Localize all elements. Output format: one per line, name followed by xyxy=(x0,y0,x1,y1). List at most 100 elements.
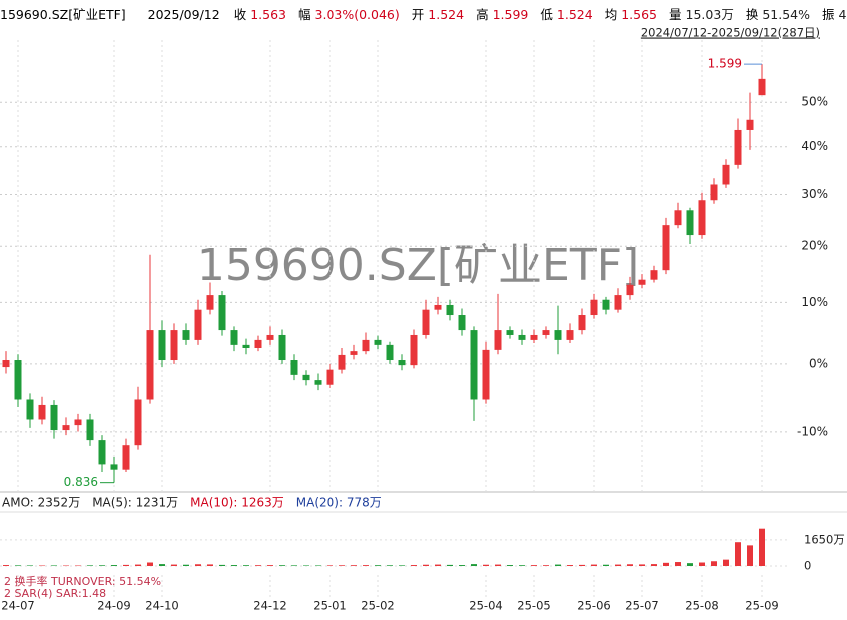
volume-bar xyxy=(591,564,597,566)
volume-bar xyxy=(531,565,537,566)
x-tick-label: 25-01 xyxy=(313,599,346,613)
quote-item: 低 1.524 xyxy=(540,7,596,22)
volume-bar xyxy=(75,565,81,567)
volume-bar xyxy=(423,564,429,566)
volume-bar xyxy=(135,564,141,566)
candle-body xyxy=(206,295,214,310)
candle-body xyxy=(98,440,106,465)
volume-bar xyxy=(735,542,741,566)
volume-bar xyxy=(627,564,633,566)
candle-body xyxy=(182,330,190,340)
quote-value: 4.94% xyxy=(838,7,847,22)
candle-body xyxy=(602,299,610,310)
volume-bar xyxy=(399,565,405,566)
candle-body xyxy=(494,330,502,350)
legend-entry: MA(20): 778万 xyxy=(296,496,382,510)
quote-item: 开 1.524 xyxy=(412,7,468,22)
volume-bar xyxy=(759,528,765,566)
legend-entry: AMO: 2352万 xyxy=(2,496,80,510)
volume-bar xyxy=(375,565,381,566)
y-tick-label: 0% xyxy=(809,356,828,370)
volume-bar xyxy=(111,565,117,566)
volume-bar xyxy=(87,565,93,566)
quote-value: 1.524 xyxy=(428,7,465,22)
volume-bar xyxy=(315,565,321,566)
quote-value: 15.03万 xyxy=(685,7,734,22)
volume-bar xyxy=(387,565,393,566)
quote-label: 高 xyxy=(476,7,489,22)
volume-bar xyxy=(291,565,297,566)
date: 2025/09/12 xyxy=(147,7,220,22)
candle-body xyxy=(122,445,130,470)
quote-item: 振4.94% xyxy=(822,7,847,22)
candle-body xyxy=(26,399,34,420)
candle-body xyxy=(482,349,490,400)
volume-bar xyxy=(663,562,669,566)
candle-body xyxy=(350,351,358,355)
volume-bar xyxy=(15,565,21,566)
volume-bar xyxy=(519,565,525,566)
volume-bar xyxy=(51,565,57,566)
candle-body xyxy=(518,334,526,340)
volume-bar xyxy=(3,565,9,566)
candle-body xyxy=(338,354,346,370)
volume-bar xyxy=(495,564,501,566)
candle-body xyxy=(290,360,298,375)
volume-bar xyxy=(351,565,357,566)
volume-bar xyxy=(699,562,705,566)
quote-item: 量 15.03万 xyxy=(669,7,738,22)
date-range: 2024/07/12-2025/09/12(287日) xyxy=(641,26,820,40)
quote-value: 1.565 xyxy=(621,7,658,22)
quote-label: 幅 xyxy=(298,7,311,22)
candle-body xyxy=(458,315,466,331)
x-tick-label: 25-09 xyxy=(745,599,778,613)
y-tick-label: 40% xyxy=(801,139,828,153)
candle-body xyxy=(14,360,22,400)
volume-bar xyxy=(723,559,729,566)
candle-body xyxy=(638,279,646,285)
candle-body xyxy=(434,304,442,310)
x-tick-label: 24-09 xyxy=(97,599,130,613)
volume-bar xyxy=(435,564,441,566)
candle-body xyxy=(194,309,202,340)
max-label: 1.599 xyxy=(708,57,742,71)
x-tick-label: 25-07 xyxy=(625,599,658,613)
candle-body xyxy=(230,330,238,345)
candle-body xyxy=(578,315,586,331)
candle-body xyxy=(134,399,142,446)
volume-bar xyxy=(279,565,285,566)
candle-body xyxy=(446,304,454,316)
y-tick-label: -10% xyxy=(797,424,828,438)
y-tick-label: 30% xyxy=(801,187,828,201)
min-label: 0.836 xyxy=(64,475,98,489)
legend-entry: MA(5): 1231万 xyxy=(92,496,178,510)
quote-label: 开 xyxy=(411,7,425,22)
watermark: 159690.SZ[矿业ETF] xyxy=(197,240,639,291)
volume-bar xyxy=(255,565,261,566)
volume-bar xyxy=(651,564,657,566)
x-tick-label: 24-07 xyxy=(1,599,34,613)
candle-body xyxy=(326,369,334,385)
volume-bar xyxy=(39,565,45,567)
candle-body xyxy=(110,464,118,470)
x-tick-label: 25-06 xyxy=(577,599,610,613)
volume-bar xyxy=(99,565,105,566)
y-tick-label: 20% xyxy=(801,239,828,253)
indicator-label: 2 换手率 TURNOVER: 51.54% xyxy=(4,574,161,588)
volume-bar xyxy=(147,562,153,566)
volume-bar xyxy=(675,562,681,566)
volume-bar xyxy=(231,565,237,566)
candle-body xyxy=(554,330,562,340)
volume-bar xyxy=(459,565,465,566)
volume-bar xyxy=(543,565,549,566)
candle-body xyxy=(362,339,370,352)
candle-body xyxy=(674,210,682,226)
candle-body xyxy=(146,330,154,400)
x-tick-label: 25-05 xyxy=(517,599,550,613)
quote-header: 159690.SZ[矿业ETF] 2025/09/12 收 1.563 幅 3.03%… xyxy=(0,4,847,23)
volume-bar xyxy=(507,565,513,566)
candle-body xyxy=(2,360,10,368)
candle-body xyxy=(218,295,226,331)
